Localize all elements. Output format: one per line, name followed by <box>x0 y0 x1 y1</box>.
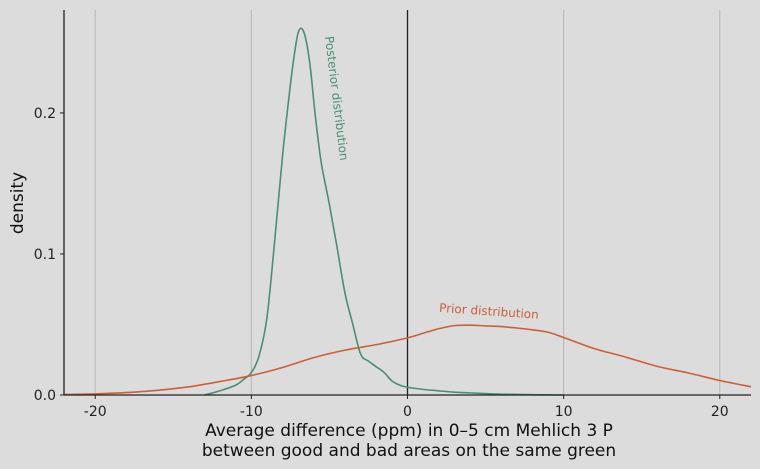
x-axis-ticks: -20 -10 0 10 20 <box>84 395 729 420</box>
annotation-0: Posterior distribution <box>322 35 351 161</box>
series-line-0 <box>204 27 564 396</box>
y-axis-ticks: 0.0 0.1 0.2 <box>34 106 64 404</box>
series-line-1 <box>63 324 752 396</box>
y-tick-label-2: 0.2 <box>34 106 56 122</box>
x-tick-label-0: -20 <box>84 404 107 420</box>
series-curves <box>63 27 752 396</box>
annotations: Posterior distribution Prior distribution <box>322 35 539 321</box>
x-axis-title-line1: Average difference (ppm) in 0–5 cm Mehli… <box>205 421 613 441</box>
x-tick-label-3: 10 <box>555 404 573 420</box>
x-tick-label-1: -10 <box>240 404 263 420</box>
y-axis-title: density <box>8 172 28 234</box>
y-tick-label-0: 0.0 <box>34 388 56 404</box>
y-tick-label-1: 0.1 <box>34 247 56 263</box>
annotation-1: Prior distribution <box>439 301 540 322</box>
x-tick-label-2: 0 <box>403 404 412 420</box>
x-axis-title-line2: between good and bad areas on the same g… <box>202 441 616 461</box>
x-tick-label-4: 20 <box>711 404 729 420</box>
